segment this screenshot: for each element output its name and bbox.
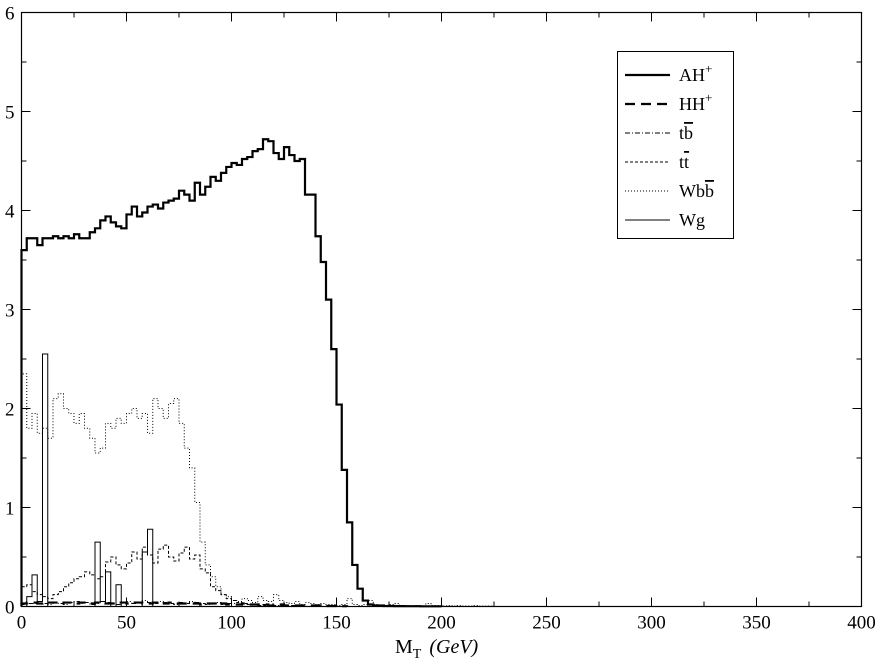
- y-tick-label: 2: [5, 400, 15, 421]
- x-axis-label-sub: T: [413, 647, 422, 662]
- legend-label-tt: tt: [679, 152, 689, 172]
- y-tick-label: 6: [5, 4, 15, 25]
- legend-label-tb: tb: [679, 123, 693, 143]
- x-tick-label: 200: [427, 613, 456, 634]
- x-axis-label: MT (GeV): [395, 636, 479, 662]
- x-tick-label: 0: [17, 613, 27, 634]
- y-tick-label: 5: [5, 103, 15, 124]
- plot-frame: [20, 11, 863, 608]
- x-tick-label: 50: [117, 613, 136, 634]
- y-tick-label: 4: [5, 202, 15, 223]
- x-tick-label: 100: [217, 613, 246, 634]
- x-tick-label: 400: [847, 613, 876, 634]
- series-ah-line: [20, 138, 443, 608]
- x-tick-label: 350: [742, 613, 771, 634]
- y-tick-label: 1: [5, 499, 15, 520]
- legend-label-hh: HH+: [679, 90, 712, 114]
- series-wg-line: [21, 353, 316, 607]
- legend-label-wg: Wg: [679, 210, 705, 230]
- series-wbb-line: [21, 373, 495, 607]
- axis-ticks: 0 50 100 150 200 250 300 350 400 0 1 2 3 4 5 6: [5, 4, 876, 634]
- legend-box: [617, 51, 734, 239]
- legend: AH+ HH+ tb tt Wbb Wg: [617, 51, 734, 239]
- x-tick-label: 300: [637, 613, 666, 634]
- x-tick-label: 250: [532, 613, 561, 634]
- y-tick-label: 3: [5, 301, 15, 322]
- y-tick-label: 0: [5, 598, 15, 619]
- legend-label-wbb: Wbb: [679, 181, 714, 201]
- series-tt-line: [21, 544, 285, 607]
- series-layer: [20, 138, 495, 608]
- x-axis-label-unit: (GeV): [429, 636, 478, 658]
- legend-label-ah: AH+: [679, 61, 712, 85]
- x-tick-label: 150: [322, 613, 351, 634]
